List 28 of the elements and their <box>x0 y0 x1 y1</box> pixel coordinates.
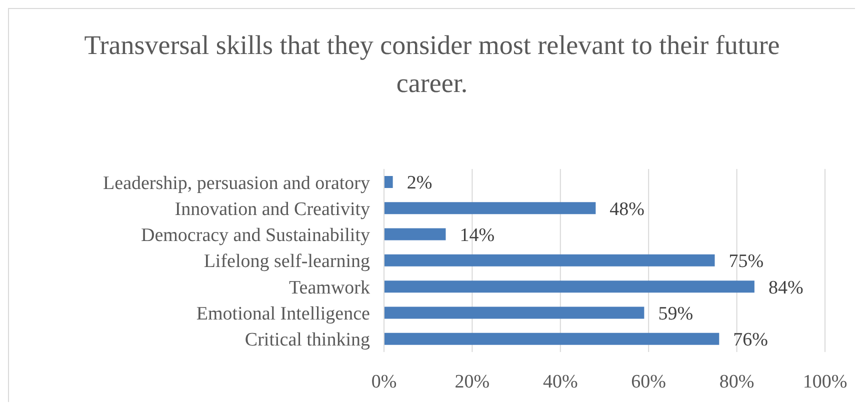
bar <box>384 280 754 293</box>
bar <box>384 176 393 188</box>
data-label: 48% <box>610 198 645 220</box>
y-tick-label: Leadership, persuasion and oratory <box>103 172 370 194</box>
data-label: 75% <box>728 251 764 272</box>
x-tick-label: 40% <box>542 371 578 392</box>
y-tick-label: Innovation and Creativity <box>174 198 370 220</box>
x-tick-label: 100% <box>802 371 848 392</box>
x-tick-label: 0% <box>371 371 397 392</box>
data-label: 2% <box>406 172 432 194</box>
y-tick-label: Teamwork <box>289 277 370 298</box>
chart-title: Transversal skills that they consider most relevant to their future career. <box>83 29 781 100</box>
bar <box>384 306 644 319</box>
y-tick-label: Democracy and Sustainability <box>141 225 370 246</box>
bar <box>384 202 596 214</box>
y-tick-label: Lifelong self-learning <box>204 251 370 272</box>
data-label: 14% <box>460 225 495 246</box>
data-label: 76% <box>733 330 768 351</box>
y-tick-label: Critical thinking <box>244 330 370 351</box>
x-tick-label: 80% <box>719 371 754 392</box>
bar <box>384 254 715 266</box>
x-tick-label: 20% <box>454 371 490 392</box>
y-tick-label: Emotional Intelligence <box>196 304 370 325</box>
data-label: 84% <box>768 277 804 298</box>
data-label: 59% <box>658 303 694 324</box>
bar <box>384 228 446 240</box>
x-tick-label: 60% <box>631 371 666 392</box>
bar <box>384 332 720 345</box>
